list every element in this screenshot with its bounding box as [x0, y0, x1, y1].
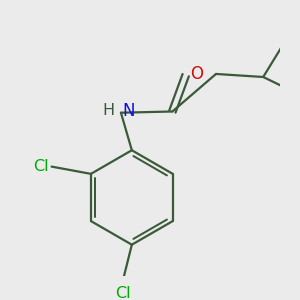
Text: H: H	[103, 103, 115, 118]
Text: Cl: Cl	[115, 286, 130, 300]
Text: Cl: Cl	[34, 159, 49, 174]
Text: O: O	[190, 65, 203, 83]
Text: N: N	[122, 102, 135, 120]
